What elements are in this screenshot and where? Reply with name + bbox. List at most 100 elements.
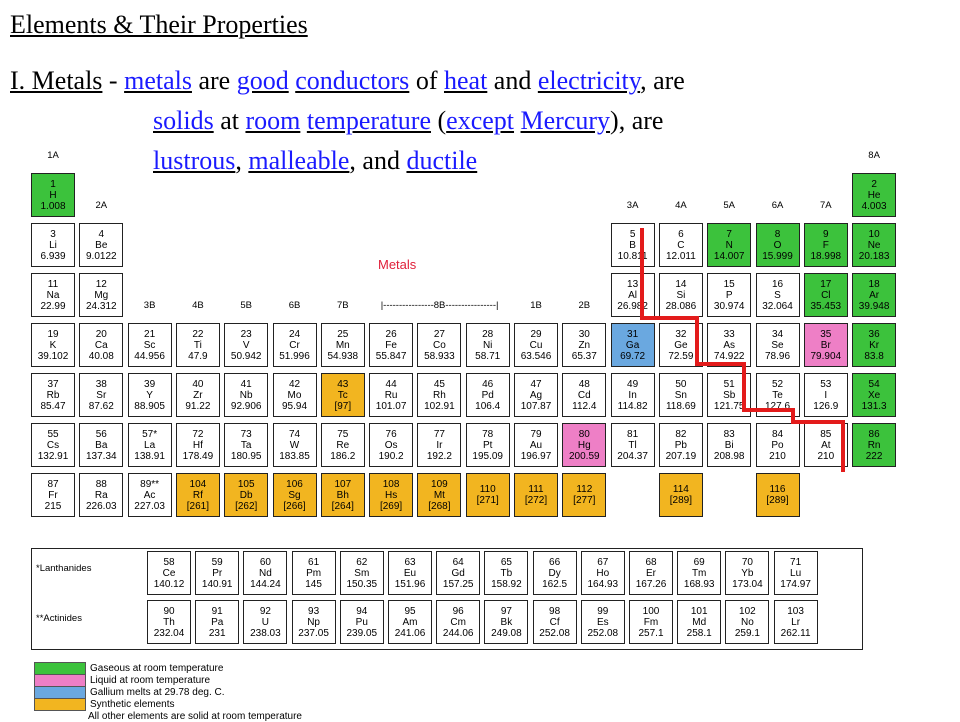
blank-conductors: conductors: [295, 66, 410, 95]
atomic-mass: 208.98: [713, 450, 745, 462]
atomic-number: 77: [433, 428, 445, 440]
element-symbol: Pr: [212, 567, 223, 579]
text-close-paren: ), are: [610, 106, 664, 135]
atomic-number: 51: [723, 378, 735, 390]
atomic-mass: 55.847: [375, 350, 407, 362]
element-symbol: At: [821, 439, 831, 451]
atomic-number: 48: [578, 378, 590, 390]
atomic-mass: 22.99: [40, 300, 66, 312]
atomic-mass: 252.08: [587, 627, 619, 639]
atomic-mass: 158.92: [491, 578, 522, 590]
atomic-mass: 183.85: [279, 450, 310, 462]
atomic-mass: 74.922: [713, 350, 745, 362]
atomic-mass: 151.96: [394, 578, 426, 590]
lanthanide-nd: 60 Nd 144.24: [243, 551, 288, 595]
atomic-mass: 145: [305, 578, 322, 590]
group-label-6a: 6A: [771, 200, 784, 211]
blank-solids: solids: [153, 106, 214, 135]
atomic-mass: 167.26: [635, 578, 667, 590]
atomic-number: 21: [144, 328, 156, 340]
element-si: 14 Si 28.086: [658, 273, 703, 317]
blank-electricity: electricity: [537, 66, 641, 95]
atomic-mass: 63.546: [520, 350, 552, 362]
lanthanide-actinide-box: [31, 548, 863, 650]
element-p: 15 P 30.974: [707, 273, 752, 317]
element-li: 3 Li 6.939: [31, 223, 75, 267]
element-xe: 54 Xe 131.3: [852, 373, 897, 417]
atomic-mass: [264]: [331, 500, 354, 512]
element-h: 1 H 1.008: [31, 173, 75, 217]
element-hf: 72 Hf 178.49: [175, 423, 220, 467]
element-symbol: Re: [336, 439, 350, 451]
atomic-mass: 40.08: [88, 350, 114, 362]
element-zn: 30 Zn 65.37: [562, 323, 607, 367]
element-ta: 73 Ta 180.95: [224, 423, 269, 467]
element-cd: 48 Cd 112.4: [562, 373, 607, 417]
atomic-mass: 207.19: [665, 450, 697, 462]
atomic-mass: [269]: [379, 500, 403, 512]
atomic-number: 102: [739, 605, 756, 617]
element-pb: 82 Pb 207.19: [658, 423, 703, 467]
atomic-number: 30: [578, 328, 590, 340]
atomic-number: 50: [675, 378, 687, 390]
element-b: 5 B 10.811: [610, 223, 655, 267]
element-symbol: Xe: [867, 389, 881, 401]
element-symbol: Yb: [741, 567, 754, 579]
element-symbol: Am: [402, 616, 418, 628]
atomic-number: 62: [356, 556, 368, 568]
atomic-mass: 101.07: [375, 400, 407, 412]
element-symbol: Co: [432, 339, 446, 351]
actinides-label: **Actinides: [36, 613, 82, 624]
element-na: 11 Na 22.99: [31, 273, 75, 317]
atomic-mass: 180.95: [230, 450, 262, 462]
element-sg: 106 Sg [266]: [272, 473, 317, 517]
atomic-number: 91: [211, 605, 223, 617]
atomic-mass: 140.12: [153, 578, 185, 590]
atomic-mass: [271]: [476, 495, 499, 506]
atomic-number: 41: [240, 378, 252, 390]
atomic-mass: 210: [817, 450, 835, 462]
atomic-number: 43: [337, 378, 349, 390]
atomic-mass: 65.37: [571, 350, 597, 362]
atomic-number: 45: [433, 378, 445, 390]
element-symbol: Sn: [674, 389, 687, 401]
element-symbol: S: [774, 289, 781, 301]
element-hs: 108 Hs [269]: [369, 473, 414, 517]
atomic-mass: 168.93: [683, 578, 715, 590]
group-label-4a: 4A: [675, 200, 687, 211]
atomic-number: 33: [723, 328, 735, 340]
actinide-cm: 96 Cm 244.06: [436, 600, 481, 644]
element-symbol: N: [725, 239, 733, 251]
atomic-mass: 107.87: [520, 400, 552, 412]
atomic-number: 16: [771, 278, 784, 290]
element-tl: 81 Tl 204.37: [610, 423, 655, 467]
atomic-number: 65: [500, 556, 512, 568]
atomic-mass: 259.1: [734, 627, 760, 639]
element-symbol: Cr: [289, 339, 300, 351]
element-ti: 22 Ti 47.9: [175, 323, 220, 367]
legend-label: All other elements are solid at room tem…: [88, 710, 302, 722]
atomic-mass: [272]: [524, 495, 548, 506]
element-symbol: Bk: [500, 616, 513, 628]
atomic-mass: [268]: [428, 500, 451, 512]
atomic-number: 108: [382, 478, 400, 490]
element-rn: 86 Rn 222: [852, 423, 897, 467]
element-symbol: Er: [646, 567, 656, 579]
atomic-number: 8: [774, 228, 781, 240]
element-cu: 29 Cu 63.546: [514, 323, 558, 367]
atomic-number: 107: [334, 478, 352, 490]
atomic-number: 95: [404, 605, 416, 617]
actinide-pu: 94 Pu 239.05: [339, 600, 384, 644]
element-symbol: Tb: [500, 567, 513, 579]
element-symbol: Ti: [193, 339, 202, 351]
atomic-number: 54: [868, 378, 880, 390]
atomic-mass: [262]: [235, 500, 258, 512]
element-symbol: Th: [163, 616, 175, 628]
atomic-mass: 200.59: [569, 450, 600, 462]
legend-label: Gaseous at room temperature: [90, 662, 224, 674]
element-fe: 26 Fe 55.847: [369, 323, 414, 367]
sentence-line-1: I. Metals - metals are good conductors o…: [10, 66, 685, 96]
element-symbol: Nd: [258, 567, 272, 579]
element-sn: 50 Sn 118.69: [658, 373, 703, 417]
atomic-number: 46: [482, 378, 494, 390]
